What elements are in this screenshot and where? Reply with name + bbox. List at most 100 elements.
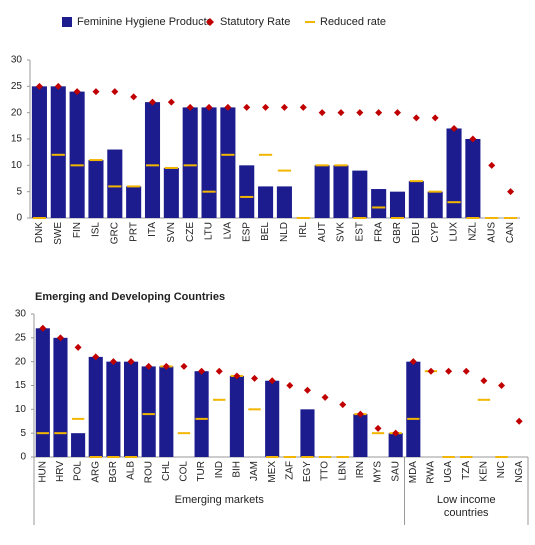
x-tick-label: ROU: [143, 461, 154, 483]
reduced-rate: [195, 417, 208, 420]
reduced-rate: [142, 413, 155, 416]
x-tick-label: LUX: [449, 222, 460, 242]
bar: [88, 356, 103, 457]
bar: [107, 149, 123, 218]
x-tick-label: DEU: [411, 222, 422, 243]
statutory-rate: [198, 367, 206, 375]
statutory-rate: [286, 382, 294, 389]
statutory-rate: [374, 424, 382, 432]
y-tick-label: 15: [15, 380, 27, 391]
statutory-rate: [92, 88, 100, 96]
reduced-rate: [71, 417, 85, 420]
statutory-rate: [224, 103, 232, 111]
statutory-rate: [180, 362, 188, 370]
reduced-rate: [371, 432, 385, 435]
statutory-rate: [111, 88, 119, 96]
x-tick-label: IRN: [355, 461, 366, 478]
statutory-rate: [251, 374, 259, 382]
statutory-rate: [375, 109, 383, 117]
x-tick-label: NLD: [279, 222, 290, 242]
statutory-rate: [409, 358, 417, 366]
reduced-rate: [183, 164, 197, 167]
statutory-rate: [73, 88, 81, 96]
statutory-rate: [356, 410, 364, 418]
bar: [333, 165, 349, 218]
bar: [194, 371, 209, 457]
x-tick-label: GBR: [392, 222, 403, 244]
reduced-rate: [466, 217, 480, 219]
bar: [465, 139, 481, 218]
statutory-rate: [92, 353, 100, 361]
x-tick-label: UGA: [443, 461, 454, 483]
statutory-rate: [205, 103, 213, 111]
x-tick-label: MYS: [373, 461, 384, 483]
bar: [239, 165, 255, 218]
x-tick-label: KEN: [479, 461, 490, 482]
statutory-rate: [488, 161, 496, 169]
reduced-rate: [390, 217, 405, 219]
bar: [220, 107, 236, 218]
statutory-rate: [186, 103, 194, 111]
reduced-rate: [240, 195, 254, 198]
statutory-rate: [167, 98, 175, 106]
reduced-rate: [51, 153, 65, 156]
statutory-rate: [56, 334, 64, 342]
x-tick-label: ESP: [241, 222, 252, 242]
statutory-rate: [74, 343, 82, 351]
x-tick-label: LVA: [223, 222, 234, 240]
statutory-rate: [507, 188, 515, 196]
statutory-rate: [130, 93, 138, 101]
reduced-rate: [315, 164, 329, 167]
statutory-rate: [450, 124, 458, 132]
bar: [353, 414, 368, 457]
reduced-rate: [503, 217, 518, 219]
bar: [427, 191, 443, 218]
reduced-rate: [54, 432, 67, 435]
x-tick-label: LTU: [204, 222, 215, 240]
x-tick-label: SWE: [53, 222, 64, 245]
legend-swatch: [305, 21, 315, 23]
reduced-rate: [318, 456, 332, 458]
bar: [144, 102, 161, 218]
statutory-rate: [337, 109, 345, 117]
x-tick-label: LBN: [337, 461, 348, 480]
x-tick-label: FRA: [373, 222, 384, 242]
x-tick-label: IND: [214, 461, 225, 478]
reduced-rate: [296, 217, 310, 219]
statutory-rate: [35, 82, 43, 90]
statutory-rate: [145, 362, 153, 370]
reduced-rate: [202, 190, 216, 193]
y-tick-label: 25: [11, 81, 23, 92]
x-tick-label: AUT: [317, 222, 328, 242]
x-tick-label: CAN: [505, 222, 516, 243]
statutory-rate: [469, 135, 477, 143]
bar: [182, 107, 198, 218]
reduced-rate: [266, 456, 279, 458]
bar: [300, 409, 315, 457]
statutory-rate: [412, 114, 420, 122]
reduced-rate: [248, 408, 261, 411]
x-tick-label: BIH: [232, 461, 243, 478]
reduced-rate: [32, 217, 47, 219]
x-tick-label: MDA: [408, 461, 419, 484]
x-tick-label: BEL: [260, 222, 271, 241]
reduced-rate: [36, 432, 49, 435]
reduced-rate: [277, 169, 292, 172]
legend-swatch: [206, 18, 214, 26]
bar: [446, 128, 462, 218]
x-tick-label: ISL: [91, 222, 102, 237]
x-tick-label: GRC: [109, 222, 120, 244]
y-tick-label: 0: [20, 452, 26, 463]
statutory-rate: [445, 367, 453, 375]
statutory-rate: [427, 367, 435, 375]
reduced-rate: [442, 456, 455, 458]
x-tick-label: FIN: [72, 222, 83, 238]
x-tick-label: PRT: [128, 222, 139, 242]
statutory-rate: [321, 393, 329, 401]
statutory-rate: [498, 382, 506, 389]
legend-label: Statutory Rate: [220, 16, 290, 28]
bar: [106, 361, 121, 457]
bar: [123, 361, 139, 457]
